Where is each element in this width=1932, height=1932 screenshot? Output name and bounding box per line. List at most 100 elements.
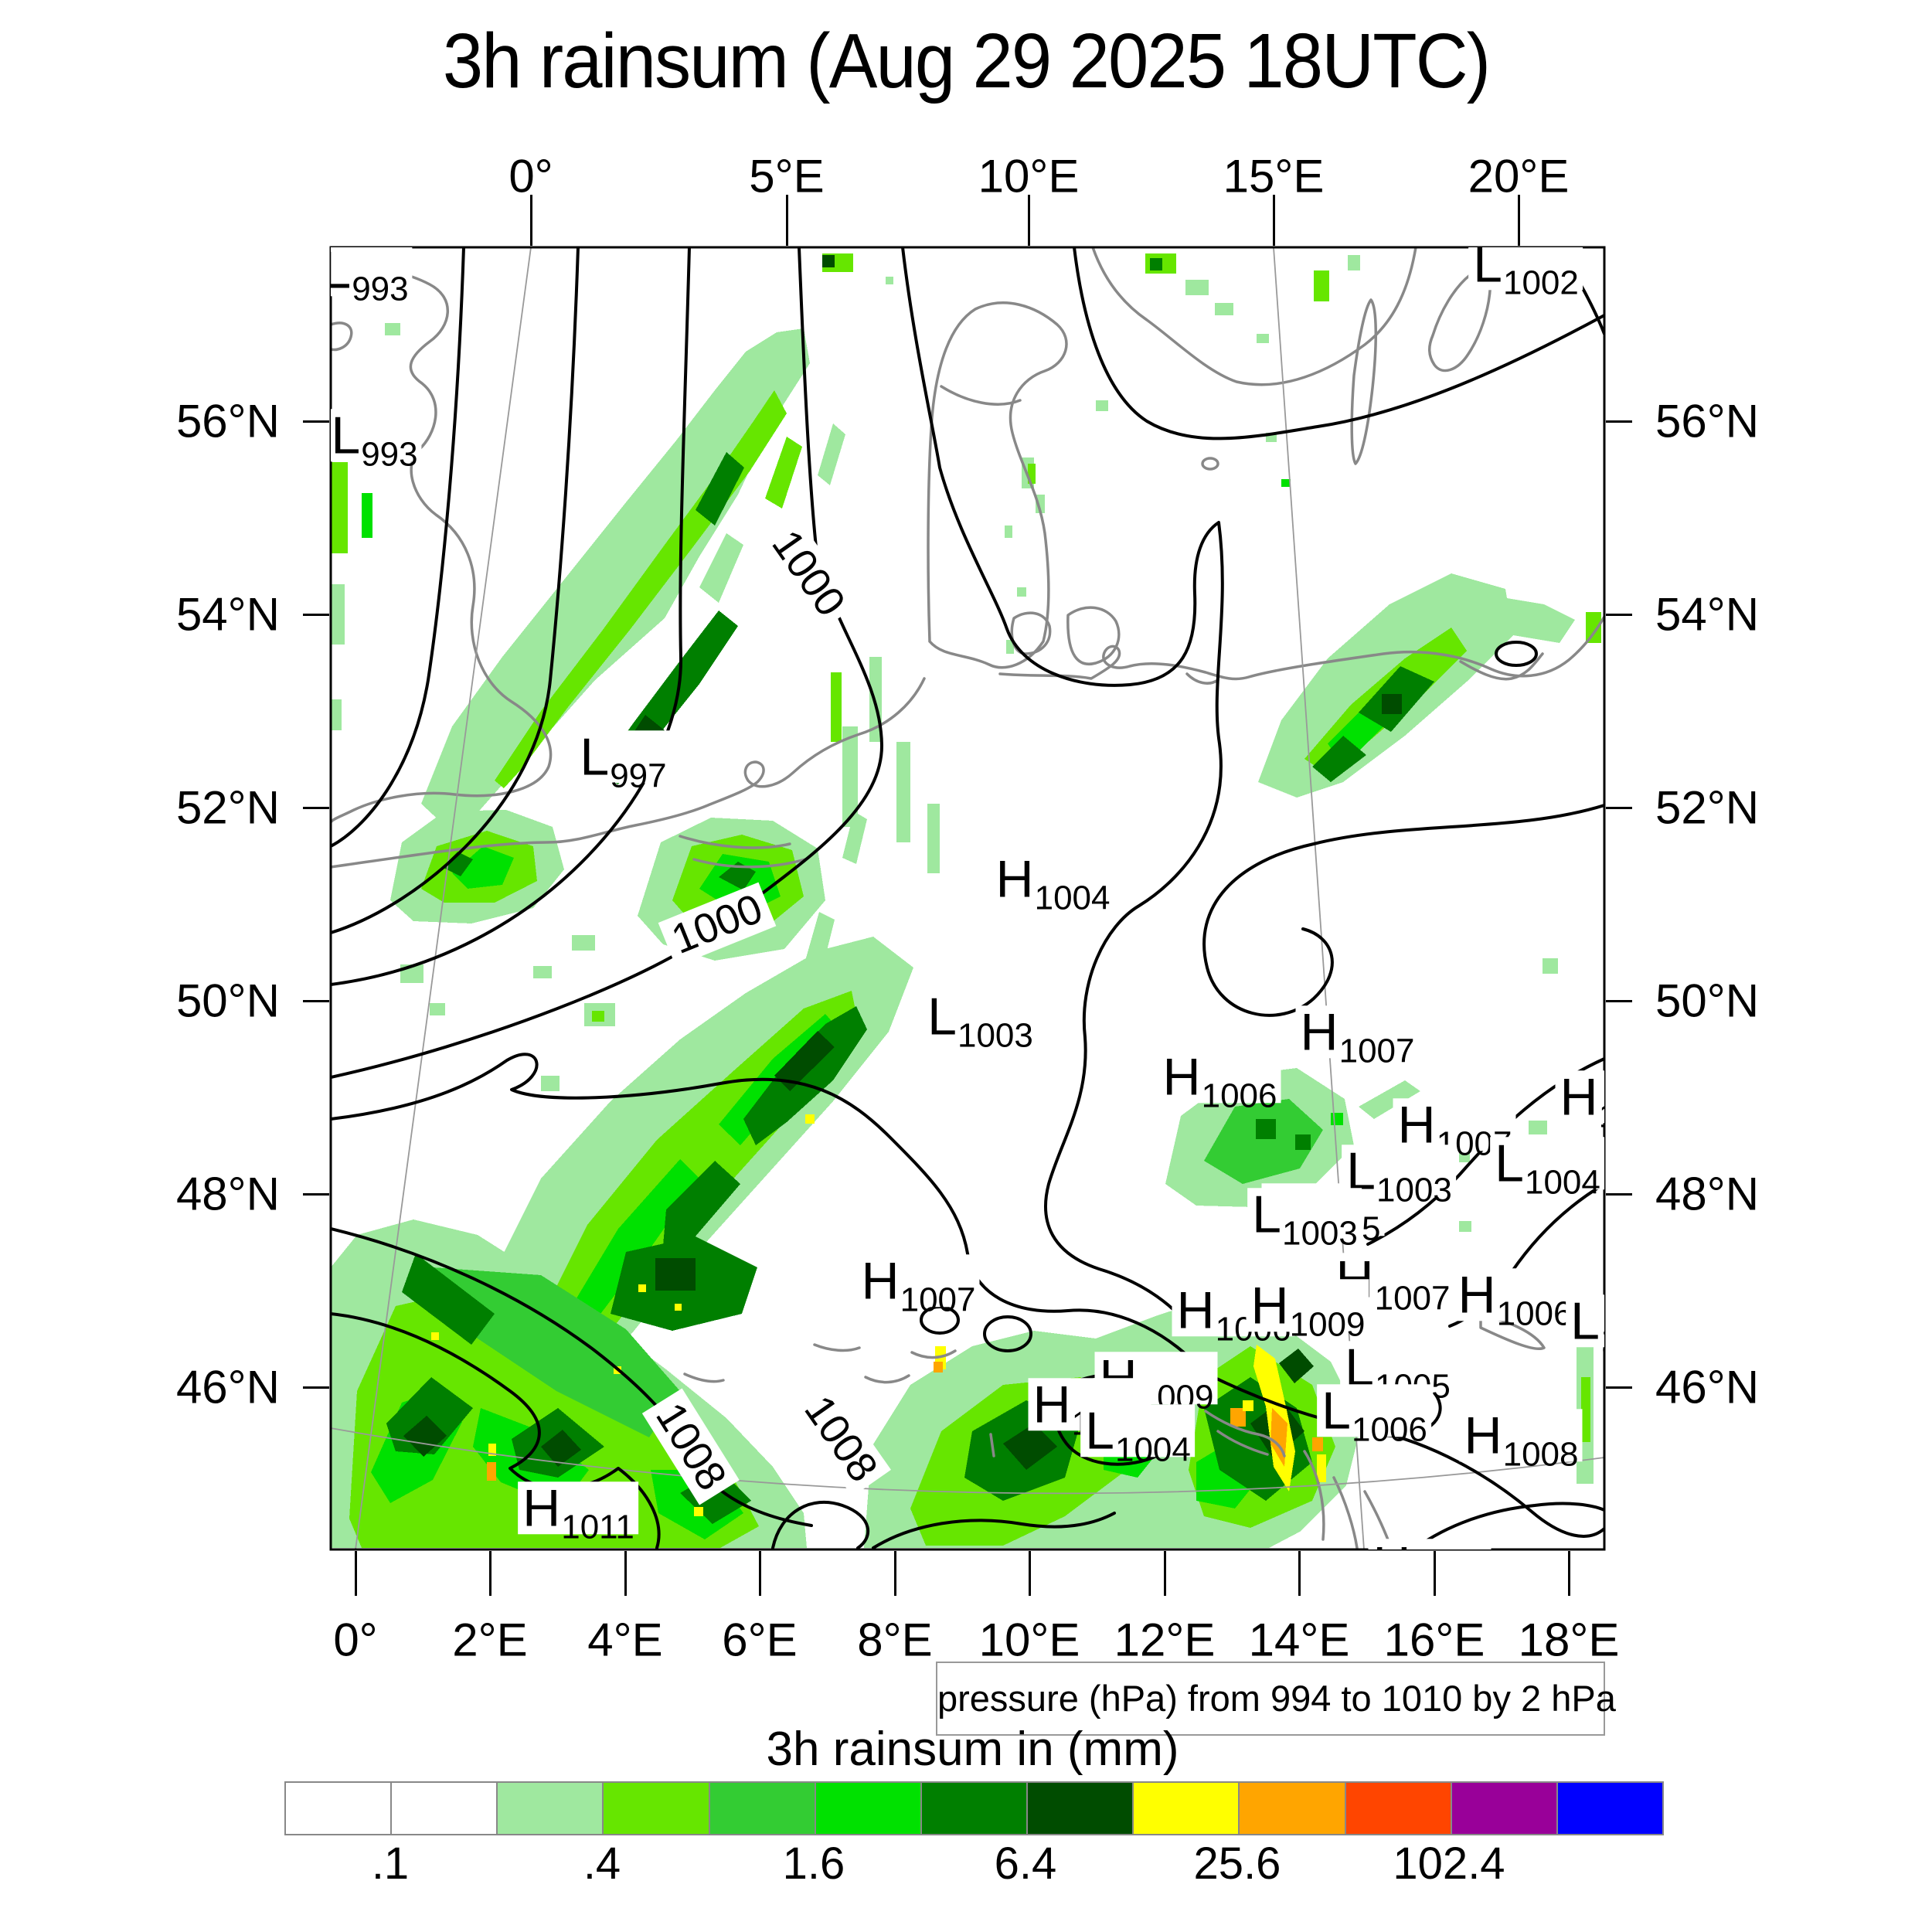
legend-tick-label: 102.4 [1393, 1838, 1505, 1889]
pressure-value: 1004 [1114, 1430, 1191, 1469]
left-axis-label: 48°N [175, 1168, 280, 1220]
map-label-layer: L993 L993 L1002 L997 H1004 L1003 H1006 H1007 H10… [331, 247, 1604, 1549]
bottom-axis-tick [489, 1551, 492, 1596]
bottom-axis-tick [1568, 1551, 1570, 1596]
legend-cell-2 [498, 1783, 604, 1834]
pressure-letter: H [1373, 1536, 1411, 1549]
pressure-letter: L [331, 247, 352, 300]
legend-colorbar [284, 1781, 1664, 1835]
pressure-letter: L [580, 727, 610, 787]
top-axis-label: 0° [509, 150, 553, 202]
pressure-letter: L [1473, 247, 1502, 294]
legend-cell-11 [1451, 1783, 1558, 1834]
right-axis-tick [1606, 1193, 1632, 1196]
bottom-axis-label: 4°E [587, 1614, 663, 1666]
legend-tick-label: .4 [583, 1838, 621, 1889]
rain-field [331, 253, 1601, 1548]
pressure-label-L993: L993 [331, 247, 413, 306]
pressure-value: 1007 [900, 1281, 976, 1319]
contour-label-1008: 1008 [642, 1388, 740, 1505]
pressure-value: 1006 [1600, 1321, 1604, 1359]
top-axis-label: 10°E [978, 150, 1080, 202]
pressure-value: 1004 [1599, 1097, 1604, 1134]
top-axis-tick [1028, 195, 1030, 246]
bottom-axis-label: 18°E [1518, 1614, 1620, 1666]
bottom-axis-tick [1298, 1551, 1301, 1596]
right-axis-label: 50°N [1655, 975, 1760, 1027]
right-axis-tick [1606, 614, 1632, 616]
pressure-label-L1002: L1002 [1468, 247, 1583, 300]
pressure-value: 1009 [1289, 1305, 1366, 1344]
gridlines [331, 247, 1604, 1549]
pressure-label-L1004: L1004 [1490, 1134, 1604, 1199]
pressure-value: 1003 [1281, 1214, 1358, 1253]
pressure-letter: H [995, 849, 1034, 909]
pressure-value: 1006 [1201, 1077, 1277, 1115]
bottom-axis-tick [624, 1551, 627, 1596]
bottom-axis-label: 12°E [1114, 1614, 1216, 1666]
right-axis-label: 52°N [1655, 781, 1760, 834]
pressure-label-H1007: H1007 [856, 1251, 980, 1317]
pressure-label-L1003: L1003 [1247, 1185, 1362, 1250]
pressure-letter: H [1250, 1276, 1289, 1335]
legend-cell-10 [1345, 1783, 1452, 1834]
pressure-letter: L [927, 987, 957, 1046]
pressure-label-H1011: H1011 [518, 1478, 638, 1544]
page-title: 3h rainsum (Aug 29 2025 18UTC) [442, 18, 1491, 104]
pressure-letter: L [1495, 1134, 1524, 1193]
legend-cell-3 [604, 1783, 710, 1834]
pressure-letter: H [1397, 1095, 1436, 1155]
top-axis-label: 20°E [1468, 150, 1570, 202]
top-axis-label: 5°E [749, 150, 825, 202]
pressure-letter: L [1570, 1291, 1600, 1351]
pressure-letter: L [331, 406, 361, 465]
left-axis-label: 52°N [175, 781, 280, 834]
legend-cell-0 [286, 1783, 393, 1834]
pressure-letter: H [1032, 1375, 1071, 1434]
pressure-letter: L [1252, 1185, 1281, 1244]
right-axis-label: 56°N [1655, 395, 1760, 447]
bottom-axis-label: 2°E [452, 1614, 528, 1666]
pressure-letter: H [1560, 1067, 1598, 1127]
bottom-axis-tick [894, 1551, 896, 1596]
pressure-label-L993: L993 [331, 406, 422, 471]
pressure-value: 1007 [1338, 1032, 1415, 1070]
bottom-axis-tick [1434, 1551, 1436, 1596]
left-axis-tick [303, 1193, 329, 1196]
legend-cell-1 [392, 1783, 498, 1834]
bottom-axis-label: 8°E [857, 1614, 933, 1666]
legend-cell-4 [709, 1783, 816, 1834]
pressure-value: 993 [361, 435, 418, 474]
pressure-label-H1004: H1004 [991, 849, 1114, 915]
contour-label-1008: 1008 [790, 1381, 892, 1497]
contour-label-1000: 1000 [757, 515, 859, 631]
right-axis-label: 46°N [1655, 1361, 1760, 1413]
pressure-value: 993 [352, 270, 409, 308]
pressure-letter: H [1176, 1281, 1215, 1340]
legend-cell-8 [1134, 1783, 1240, 1834]
pressure-label-H1006: H1006 [1158, 1050, 1281, 1113]
top-axis-tick [786, 195, 788, 246]
left-axis-label: 54°N [175, 588, 280, 641]
right-axis-label: 48°N [1655, 1168, 1760, 1220]
pressure-letter: H [1300, 1002, 1338, 1062]
pressure-letter: H [522, 1478, 561, 1538]
pressure-label-L1003: L1003 [923, 987, 1037, 1053]
pressure-value: 1004 [1034, 879, 1111, 917]
right-axis-tick [1606, 807, 1632, 809]
right-axis-tick [1606, 1386, 1632, 1389]
pressure-letter: H [861, 1251, 900, 1311]
left-axis-tick [303, 420, 329, 423]
top-axis-label: 15°E [1223, 150, 1325, 202]
pressure-caption: pressure (hPa) from 994 to 1010 by 2 hPa [936, 1662, 1616, 1736]
bottom-axis-label: 10°E [978, 1614, 1080, 1666]
pressure-label-H1006: H1006 [1453, 1268, 1577, 1331]
top-axis-tick [530, 195, 532, 246]
pressure-value: 1003 [1376, 1171, 1452, 1209]
bottom-axis-tick [1029, 1551, 1031, 1596]
pressure-value: 1006 [1351, 1410, 1427, 1449]
pressure-value: 1008 [1502, 1435, 1579, 1474]
pressure-value: 1003 [957, 1016, 1033, 1055]
